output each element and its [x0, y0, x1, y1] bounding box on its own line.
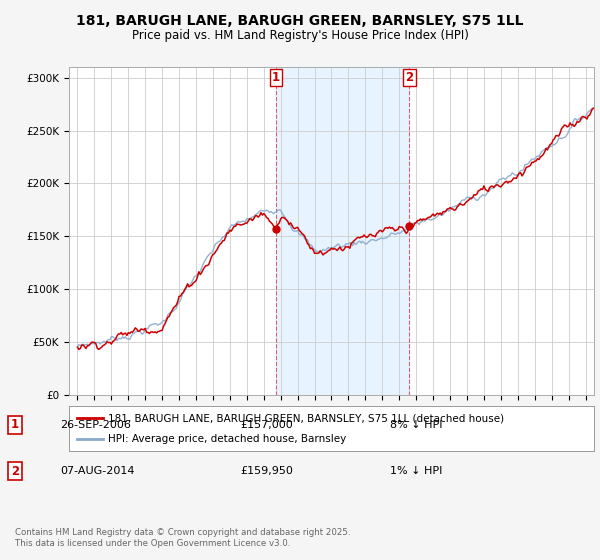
- Text: 2: 2: [406, 71, 413, 84]
- Text: 26-SEP-2006: 26-SEP-2006: [60, 420, 131, 430]
- Text: 181, BARUGH LANE, BARUGH GREEN, BARNSLEY, S75 1LL: 181, BARUGH LANE, BARUGH GREEN, BARNSLEY…: [76, 14, 524, 28]
- Text: 8% ↓ HPI: 8% ↓ HPI: [390, 420, 443, 430]
- Text: 07-AUG-2014: 07-AUG-2014: [60, 466, 134, 476]
- Text: 1: 1: [11, 418, 19, 431]
- Text: Price paid vs. HM Land Registry's House Price Index (HPI): Price paid vs. HM Land Registry's House …: [131, 29, 469, 42]
- Text: 181, BARUGH LANE, BARUGH GREEN, BARNSLEY, S75 1LL (detached house): 181, BARUGH LANE, BARUGH GREEN, BARNSLEY…: [109, 413, 505, 423]
- Bar: [276, 67, 409, 395]
- Text: 1% ↓ HPI: 1% ↓ HPI: [390, 466, 442, 476]
- Text: £159,950: £159,950: [240, 466, 293, 476]
- Text: £157,000: £157,000: [240, 420, 293, 430]
- Text: Contains HM Land Registry data © Crown copyright and database right 2025.
This d: Contains HM Land Registry data © Crown c…: [15, 528, 350, 548]
- Text: 1: 1: [272, 71, 280, 84]
- Text: HPI: Average price, detached house, Barnsley: HPI: Average price, detached house, Barn…: [109, 433, 347, 444]
- Text: 2: 2: [11, 465, 19, 478]
